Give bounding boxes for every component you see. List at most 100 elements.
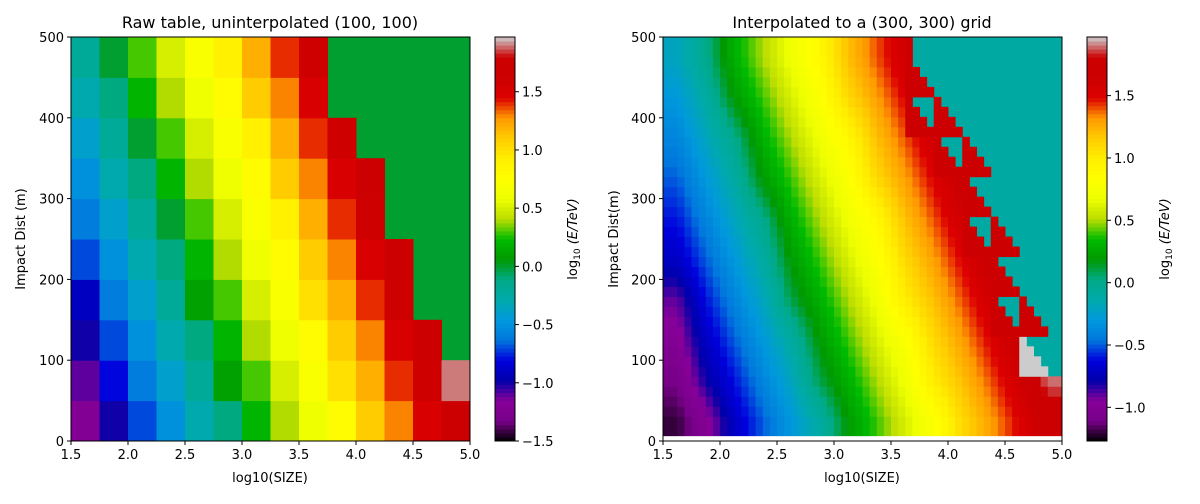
heatmap-cell xyxy=(948,386,956,397)
colorbar-segment xyxy=(1087,234,1107,240)
colorbar-segment xyxy=(1087,226,1107,232)
heatmap-cell xyxy=(876,56,885,68)
heatmap-cell xyxy=(983,276,992,287)
heatmap-cell xyxy=(1012,386,1020,397)
colorbar-tick-label: −1.0 xyxy=(522,377,554,392)
heatmap-cell xyxy=(819,306,828,317)
heatmap-cell xyxy=(919,286,928,297)
heatmap-cell xyxy=(663,106,671,118)
heatmap-cell xyxy=(983,246,992,258)
colorbar-segment xyxy=(495,311,515,317)
heatmap-cell xyxy=(741,186,749,198)
heatmap-cell xyxy=(841,256,849,268)
heatmap-cell xyxy=(955,346,963,357)
heatmap-cell xyxy=(940,326,949,337)
heatmap-cell xyxy=(748,336,757,347)
heatmap-cell xyxy=(712,76,721,88)
heatmap-cell xyxy=(1005,366,1013,377)
heatmap-cell xyxy=(798,156,806,168)
heatmap-cell xyxy=(734,256,742,268)
heatmap-cell xyxy=(663,416,671,427)
heatmap-cell xyxy=(684,86,692,98)
heatmap-cell xyxy=(955,176,963,188)
heatmap-cell xyxy=(755,246,764,258)
heatmap-cell xyxy=(727,206,735,218)
heatmap-cell xyxy=(755,46,764,58)
heatmap-cell xyxy=(755,226,764,238)
x-tick-label: 4.0 xyxy=(346,448,367,463)
heatmap-cell xyxy=(1047,376,1056,387)
heatmap-cell xyxy=(663,296,671,307)
heatmap-cell xyxy=(698,326,707,337)
heatmap-cell xyxy=(905,46,913,58)
heatmap-cell xyxy=(791,146,799,158)
heatmap-cell xyxy=(663,96,671,108)
heatmap-cell xyxy=(848,216,856,228)
heatmap-cell xyxy=(869,296,878,307)
heatmap-cell xyxy=(384,400,414,442)
heatmap-cell xyxy=(841,316,849,327)
heatmap-cell xyxy=(883,76,892,88)
heatmap-cell xyxy=(677,96,685,108)
heatmap-cell xyxy=(755,96,764,108)
heatmap-cell xyxy=(734,76,742,88)
heatmap-cell xyxy=(933,196,942,208)
heatmap-cell xyxy=(948,246,956,258)
heatmap-cell xyxy=(976,426,985,437)
heatmap-cell xyxy=(769,336,778,347)
heatmap-cell xyxy=(762,146,771,158)
heatmap-cell xyxy=(826,66,835,78)
colorbar-tick-label: −1.5 xyxy=(522,435,554,450)
heatmap-cell xyxy=(976,416,985,427)
heatmap-cell xyxy=(784,37,792,48)
heatmap-cell xyxy=(734,236,742,248)
heatmap-cell xyxy=(777,396,785,407)
heatmap-cell xyxy=(891,206,899,218)
heatmap-cell xyxy=(684,376,692,387)
heatmap-cell xyxy=(791,276,799,287)
colorbar-segment xyxy=(1087,323,1107,329)
heatmap-cell xyxy=(919,76,928,88)
heatmap-cell xyxy=(855,206,863,218)
heatmap-cell xyxy=(948,156,956,168)
heatmap-cell xyxy=(848,396,856,407)
heatmap-cell xyxy=(848,296,856,307)
heatmap-cell xyxy=(677,206,685,218)
left-title: Raw table, uninterpolated (100, 100) xyxy=(122,13,418,32)
colorbar-segment xyxy=(1087,279,1107,284)
heatmap-cell xyxy=(748,386,757,397)
heatmap-cell xyxy=(741,306,749,317)
heatmap-cell xyxy=(691,46,700,58)
heatmap-cell xyxy=(242,158,271,200)
heatmap-cell xyxy=(741,116,749,128)
heatmap-cell xyxy=(784,166,792,178)
heatmap-cell xyxy=(855,336,863,347)
heatmap-cell xyxy=(919,356,928,367)
heatmap-cell xyxy=(826,306,835,317)
heatmap-cell xyxy=(905,186,913,198)
heatmap-cell xyxy=(855,426,863,437)
heatmap-cell xyxy=(848,176,856,188)
heatmap-cell xyxy=(1054,396,1063,407)
heatmap-cell xyxy=(777,386,785,397)
heatmap-cell xyxy=(777,236,785,248)
heatmap-cell xyxy=(891,136,899,148)
heatmap-cell xyxy=(720,426,728,437)
colorbar-segment xyxy=(1087,125,1107,131)
heatmap-cell xyxy=(727,176,735,188)
heatmap-cell xyxy=(869,146,878,158)
heatmap-cell xyxy=(891,256,899,268)
heatmap-cell xyxy=(955,256,963,268)
heatmap-cell xyxy=(997,386,1006,397)
heatmap-cell xyxy=(990,306,999,317)
heatmap-cell xyxy=(791,206,799,218)
heatmap-cell xyxy=(741,96,749,108)
y-tick-label: 200 xyxy=(631,273,656,288)
heatmap-cell xyxy=(933,356,942,367)
heatmap-cell xyxy=(741,326,749,337)
heatmap-cell xyxy=(883,126,892,138)
heatmap-cell xyxy=(876,306,885,317)
heatmap-cell xyxy=(327,198,357,240)
heatmap-cell xyxy=(898,246,906,258)
heatmap-cell xyxy=(940,276,949,287)
